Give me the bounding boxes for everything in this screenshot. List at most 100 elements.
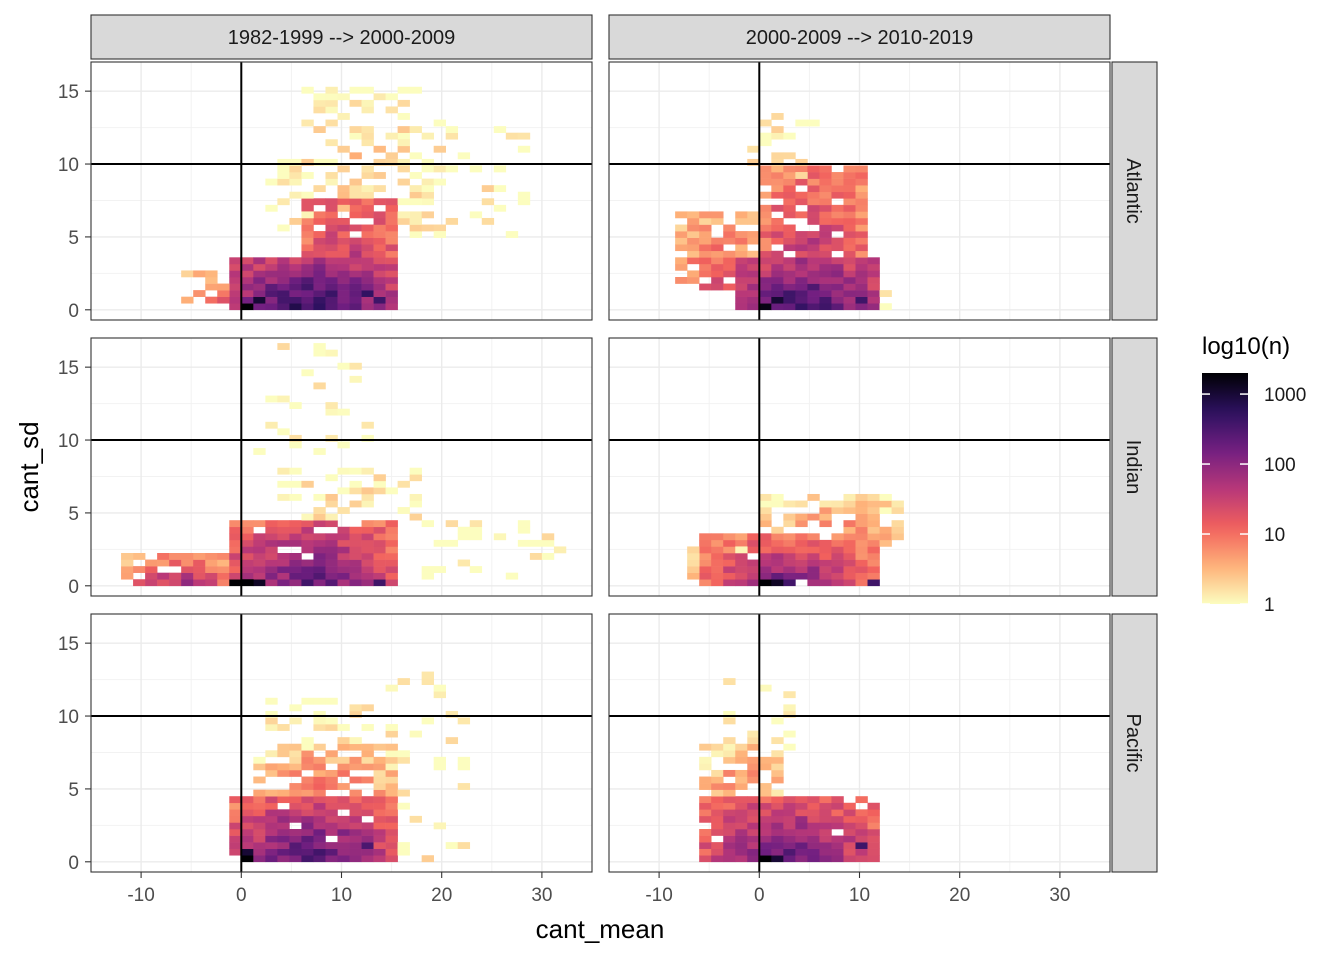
- heatmap-bin: [867, 802, 880, 810]
- heatmap-bin: [807, 533, 820, 541]
- heatmap-bin: [433, 178, 446, 186]
- heatmap-bin: [855, 296, 868, 304]
- heatmap-bin: [759, 204, 772, 212]
- heatmap-bin: [783, 191, 796, 199]
- heatmap-bin: [229, 533, 242, 541]
- heatmap-bin: [807, 283, 820, 291]
- heatmap-bin: [867, 270, 880, 278]
- heatmap-bin: [253, 756, 266, 764]
- heatmap-bin: [783, 815, 796, 823]
- heatmap-bin: [747, 257, 760, 265]
- bins: [699, 678, 880, 863]
- heatmap-bin: [385, 559, 398, 567]
- heatmap-bin: [843, 829, 856, 836]
- heatmap-bin: [181, 572, 194, 580]
- heatmap-bin: [361, 263, 374, 271]
- heatmap-bin: [699, 270, 712, 278]
- heatmap-bin: [831, 559, 844, 567]
- heatmap-bin: [337, 855, 350, 863]
- heatmap-bin: [121, 553, 134, 560]
- heatmap-bin: [301, 802, 314, 810]
- heatmap-bin: [265, 809, 278, 817]
- heatmap-bin: [313, 382, 326, 390]
- heatmap-bin: [819, 172, 832, 179]
- heatmap-bin: [361, 139, 374, 147]
- heatmap-bin: [253, 553, 266, 560]
- heatmap-bin: [301, 250, 314, 258]
- heatmap-bin: [723, 283, 736, 291]
- heatmap-bin: [783, 263, 796, 271]
- heatmap-bin: [325, 250, 338, 258]
- heatmap-bin: [747, 572, 760, 580]
- heatmap-bin: [265, 270, 278, 278]
- heatmap-bin: [699, 533, 712, 541]
- heatmap-bin: [843, 231, 856, 238]
- heatmap-bin: [843, 842, 856, 849]
- x-tick-label: 30: [531, 885, 552, 906]
- heatmap-bin: [735, 743, 748, 751]
- heatmap-bin: [819, 822, 832, 830]
- heatmap-bin: [385, 231, 398, 238]
- heatmap-bin: [361, 796, 374, 804]
- heatmap-bin: [723, 566, 736, 573]
- heatmap-bin: [711, 743, 724, 751]
- heatmap-bin: [819, 553, 832, 560]
- heatmap-bin: [337, 224, 350, 232]
- heatmap-bin: [855, 579, 868, 587]
- heatmap-bin: [723, 829, 736, 836]
- heatmap-bin: [289, 290, 302, 297]
- heatmap-bin: [217, 559, 230, 567]
- heatmap-bin: [855, 829, 868, 836]
- heatmap-bin: [807, 835, 820, 843]
- heatmap-bin: [879, 507, 892, 514]
- heatmap-bin: [723, 842, 736, 849]
- heatmap-bin: [711, 217, 724, 225]
- heatmap-bin: [229, 579, 242, 587]
- heatmap-bin: [687, 546, 700, 554]
- heatmap-bin: [361, 185, 374, 193]
- heatmap-bin: [699, 809, 712, 817]
- heatmap-bin: [337, 763, 350, 771]
- heatmap-bin: [373, 303, 386, 311]
- heatmap-bin: [771, 533, 784, 541]
- heatmap-bin: [759, 809, 772, 817]
- heatmap-bin: [301, 855, 314, 863]
- heatmap-bin: [807, 855, 820, 863]
- heatmap-bin: [361, 290, 374, 297]
- heatmap-bin: [843, 270, 856, 278]
- heatmap-bin: [831, 579, 844, 587]
- heatmap-bin: [373, 526, 386, 534]
- heatmap-bin: [361, 829, 374, 836]
- heatmap-bin: [855, 244, 868, 252]
- heatmap-bin: [831, 244, 844, 252]
- heatmap-bin: [867, 822, 880, 830]
- heatmap-bin: [843, 566, 856, 573]
- heatmap-bin: [361, 283, 374, 291]
- heatmap-bin: [795, 533, 808, 541]
- heatmap-bin: [783, 237, 796, 245]
- heatmap-bin: [349, 480, 362, 488]
- heatmap-bin: [867, 257, 880, 265]
- heatmap-bin: [373, 224, 386, 232]
- y-axis-title: cant_sd: [14, 421, 44, 512]
- heatmap-bin: [867, 546, 880, 554]
- heatmap-bin: [313, 559, 326, 567]
- heatmap-bin: [361, 704, 374, 712]
- heatmap-bin: [361, 106, 374, 114]
- heatmap-bin: [133, 553, 146, 560]
- heatmap-bin: [337, 822, 350, 830]
- heatmap-bin: [253, 533, 266, 541]
- heatmap-bin: [277, 829, 290, 836]
- heatmap-bin: [301, 513, 314, 521]
- heatmap-bin: [217, 579, 230, 587]
- heatmap-bin: [783, 303, 796, 311]
- heatmap-bin: [795, 559, 808, 567]
- heatmap-bin: [759, 217, 772, 225]
- heatmap-bin: [289, 277, 302, 284]
- heatmap-bin: [337, 533, 350, 541]
- heatmap-bin: [771, 737, 784, 745]
- y-tick-label: 10: [58, 707, 79, 728]
- heatmap-bin: [891, 526, 904, 534]
- heatmap-bin: [735, 842, 748, 849]
